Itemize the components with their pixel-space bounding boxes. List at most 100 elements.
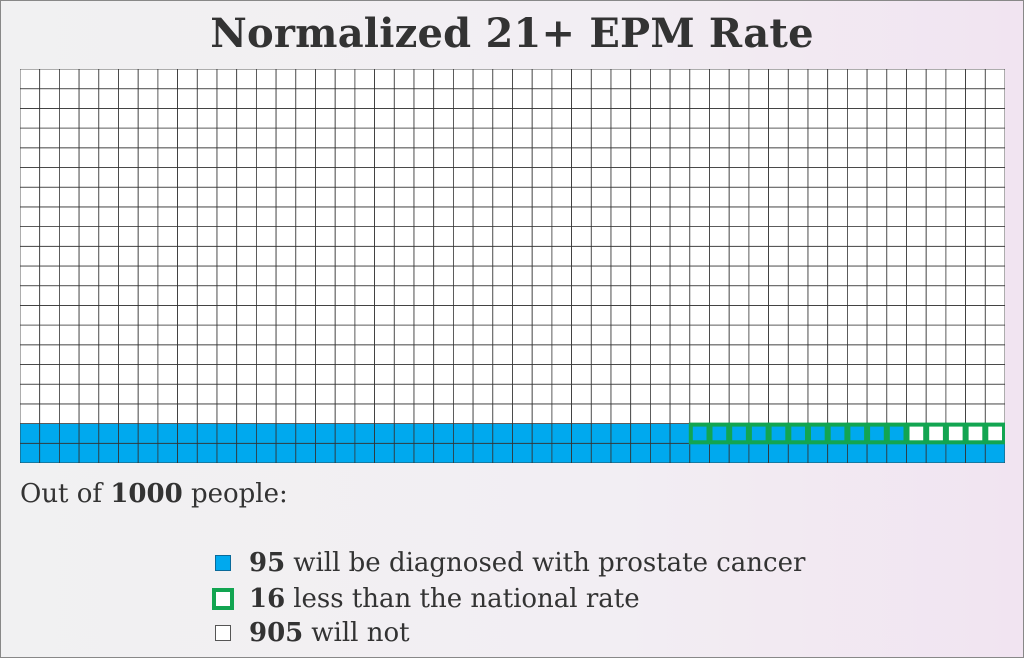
waffle-cell-empty <box>98 88 119 109</box>
waffle-cell-empty <box>650 88 671 109</box>
waffle-cell-empty <box>630 364 651 385</box>
waffle-cell-empty <box>20 245 41 267</box>
waffle-cell-empty <box>354 364 375 385</box>
waffle-cell-empty <box>98 403 119 424</box>
waffle-cell-empty <box>610 245 632 267</box>
waffle-cell-empty <box>334 108 356 129</box>
waffle-cell-empty <box>413 186 435 208</box>
waffle-cell-empty <box>354 88 375 109</box>
waffle-cell-empty <box>216 383 238 405</box>
waffle-cell-empty <box>748 245 770 267</box>
waffle-cell-diagnosed <box>433 442 454 463</box>
waffle-cell-empty <box>590 206 612 227</box>
waffle-cell-empty <box>492 69 513 90</box>
waffle-cell-empty <box>255 108 277 129</box>
waffle-cell-empty <box>630 245 651 267</box>
waffle-cell-empty <box>709 324 730 346</box>
waffle-cell-empty <box>945 167 967 188</box>
waffle-cell-empty <box>354 285 375 306</box>
waffle-cell-diagnosed <box>255 442 277 463</box>
waffle-cell-empty <box>925 364 947 385</box>
waffle-cell-empty <box>906 88 927 109</box>
waffle-cell-empty <box>216 147 238 168</box>
waffle-cell-empty <box>965 324 986 346</box>
waffle-cell-empty <box>925 285 947 306</box>
waffle-cell-empty <box>255 324 277 346</box>
waffle-cell-empty <box>216 108 238 129</box>
intro-text: Out of 1000 people: <box>20 479 288 509</box>
waffle-cell-empty <box>650 324 671 346</box>
waffle-cell-empty <box>531 383 553 405</box>
waffle-cell-empty <box>59 324 80 346</box>
waffle-cell-empty <box>531 186 553 208</box>
waffle-cell-diagnosed <box>630 423 651 444</box>
waffle-cell-empty <box>689 88 710 109</box>
waffle-cell-diagnosed <box>374 442 395 463</box>
waffle-cell-empty <box>177 69 198 90</box>
waffle-cell-empty <box>295 304 316 326</box>
waffle-cell-diagnosed <box>492 423 513 444</box>
waffle-cell-empty <box>728 245 750 267</box>
waffle-cell-empty <box>827 167 848 188</box>
waffle-cell-empty <box>255 69 277 90</box>
waffle-cell-empty <box>393 324 415 346</box>
waffle-cell-empty <box>571 69 592 90</box>
waffle-cell-empty <box>610 88 632 109</box>
waffle-cell-empty <box>216 285 238 306</box>
waffle-cell-empty <box>59 304 80 326</box>
waffle-cell-empty <box>807 147 829 168</box>
waffle-cell-empty <box>236 265 257 287</box>
waffle-cell-empty <box>177 344 198 365</box>
waffle-cell-empty <box>492 147 513 168</box>
waffle-cell-empty <box>39 383 60 405</box>
waffle-cell-empty <box>984 383 1005 405</box>
waffle-cell-empty <box>137 69 159 90</box>
waffle-cell-empty <box>748 344 770 365</box>
waffle-cell-empty <box>748 88 770 109</box>
waffle-cell-empty <box>452 88 474 109</box>
waffle-cell-empty <box>945 344 967 365</box>
waffle-cell-diagnosed <box>413 442 435 463</box>
waffle-cell-empty <box>984 324 1005 346</box>
waffle-cell-empty <box>610 186 632 208</box>
waffle-cell-diagnosed <box>255 423 277 444</box>
waffle-cell-empty <box>39 88 60 109</box>
waffle-cell-empty <box>275 167 297 188</box>
waffle-cell-empty <box>216 245 238 267</box>
waffle-cell-empty <box>866 245 888 267</box>
waffle-cell-empty <box>728 186 750 208</box>
waffle-cell-empty <box>20 69 41 90</box>
waffle-cell-empty <box>531 304 553 326</box>
waffle-cell-empty <box>354 167 375 188</box>
waffle-cell-empty <box>472 403 494 424</box>
waffle-cell-empty <box>610 324 632 346</box>
waffle-cell-empty <box>275 285 297 306</box>
waffle-cell-empty <box>472 88 494 109</box>
waffle-cell-empty <box>374 167 395 188</box>
waffle-cell-empty <box>531 285 553 306</box>
waffle-cell-empty <box>512 127 533 149</box>
waffle-cell-empty <box>39 364 60 385</box>
waffle-cell-empty <box>177 265 198 287</box>
waffle-cell-empty <box>98 147 119 168</box>
waffle-cell-empty <box>216 403 238 424</box>
waffle-cell-empty <box>177 147 198 168</box>
waffle-cell-empty <box>709 344 730 365</box>
waffle-cell-empty <box>118 403 139 424</box>
waffle-cell-empty <box>196 108 218 129</box>
waffle-cell-empty <box>669 206 691 227</box>
waffle-cell-empty <box>807 383 829 405</box>
waffle-cell-empty <box>433 226 454 247</box>
waffle-cell-empty <box>492 285 513 306</box>
waffle-cell-empty <box>847 304 868 326</box>
waffle-cell-empty <box>650 344 671 365</box>
waffle-cell-empty <box>118 324 139 346</box>
waffle-cell-empty <box>768 88 789 109</box>
waffle-cell-diagnosed <box>571 423 592 444</box>
waffle-cell-empty <box>315 285 336 306</box>
waffle-cell-empty <box>984 344 1005 365</box>
waffle-cell-empty <box>236 364 257 385</box>
waffle-cell-empty <box>984 186 1005 208</box>
waffle-cell-empty <box>590 383 612 405</box>
waffle-cell-empty <box>906 304 927 326</box>
